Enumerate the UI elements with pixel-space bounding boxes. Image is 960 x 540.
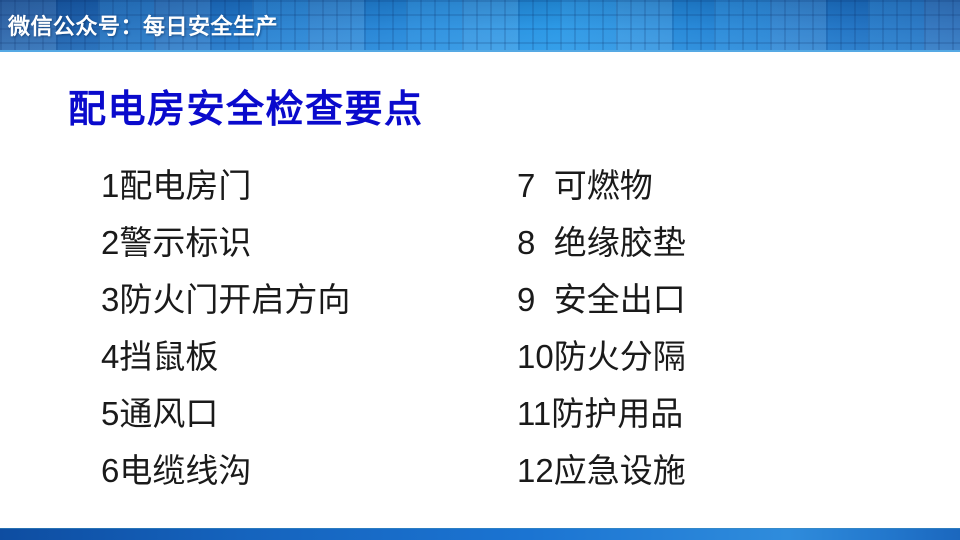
checklist-item: 6电缆线沟 <box>101 452 252 489</box>
checklist-item: 3防火门开启方向 <box>101 281 351 318</box>
checklist-item: 7 可燃物 <box>517 167 653 204</box>
checklist-item: 5通风口 <box>101 395 219 432</box>
checklist-item: 11防护用品 <box>517 395 684 432</box>
checklist-item: 12应急设施 <box>517 452 686 489</box>
page-title: 配电房安全检查要点 <box>68 89 424 131</box>
checklist-item: 8 绝缘胶垫 <box>517 224 686 261</box>
bottom-accent-bar <box>0 528 960 540</box>
checklist-item: 1配电房门 <box>101 167 252 204</box>
top-banner: 微信公众号：每日安全生产 <box>0 0 960 52</box>
checklist-column-left: 1配电房门 2警示标识 3防火门开启方向 4挡鼠板 5通风口 6电缆线沟 <box>101 157 350 499</box>
wechat-account-label: 微信公众号：每日安全生产 <box>8 14 279 39</box>
checklist-column-right: 7 可燃物 8 绝缘胶垫 9 安全出口 10防火分隔 11防护用品 12应急设施 <box>517 157 686 499</box>
checklist-item: 10防火分隔 <box>517 338 686 375</box>
checklist-item: 4挡鼠板 <box>101 338 219 375</box>
checklist-item: 2警示标识 <box>101 224 252 261</box>
checklist-item: 9 安全出口 <box>517 281 686 318</box>
